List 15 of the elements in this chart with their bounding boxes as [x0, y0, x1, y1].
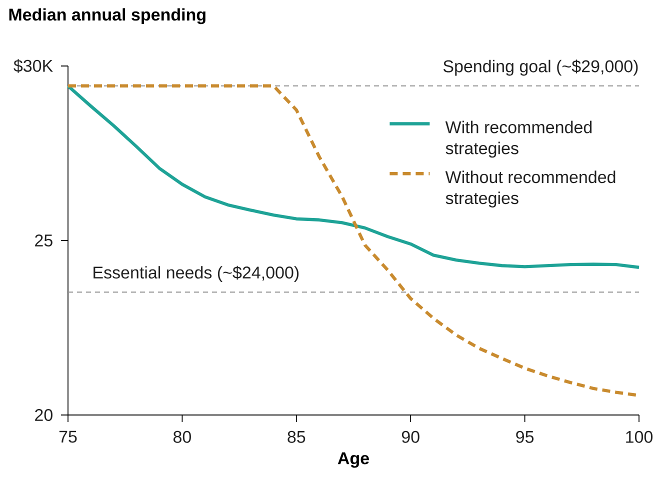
x-tick-label: 90: [402, 430, 420, 443]
legend-label: With recommended strategies: [445, 120, 592, 158]
x-tick-label: 75: [59, 430, 77, 443]
x-tick-label: 80: [173, 430, 191, 443]
ref-line-label: Essential needs (~$24,000): [94, 266, 299, 282]
ref-line-label: Spending goal (~$29,000): [443, 60, 638, 76]
y-tick-label: $30K: [14, 59, 53, 73]
x-tick-label: 100: [626, 430, 653, 443]
chart-title: Median annual spending: [9, 8, 206, 24]
y-tick-label: 25: [35, 234, 52, 247]
y-tick-label: 20: [35, 408, 52, 422]
x-tick-label: 85: [288, 430, 306, 443]
x-tick-label: 95: [516, 430, 534, 443]
x-axis-title: Age: [338, 452, 369, 468]
legend-label: Without recommended strategies: [445, 170, 616, 208]
